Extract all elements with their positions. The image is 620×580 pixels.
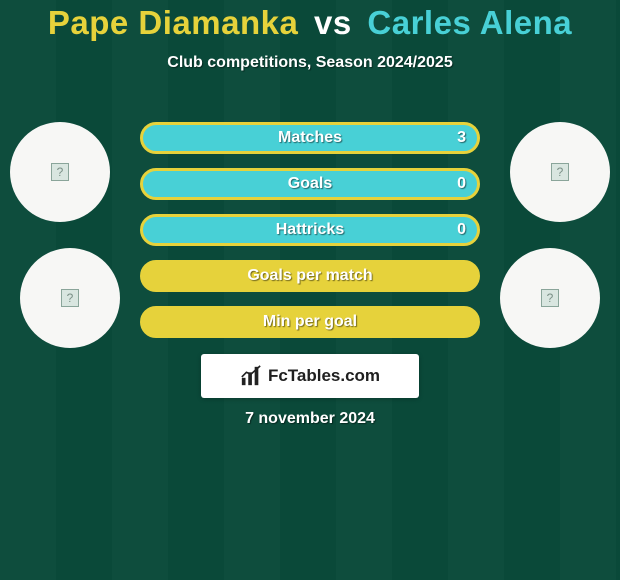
team2-badge: ? [500, 248, 600, 348]
player2-name: Carles Alena [367, 4, 572, 41]
brand-text: FcTables.com [268, 366, 380, 386]
stat-row: Goals per match [140, 260, 480, 292]
stat-label: Matches [278, 129, 342, 147]
stat-label: Hattricks [276, 221, 344, 239]
stat-label: Goals [288, 175, 332, 193]
image-placeholder-icon: ? [541, 289, 559, 307]
comparison-title: Pape Diamanka vs Carles Alena [0, 0, 620, 42]
image-placeholder-icon: ? [51, 163, 69, 181]
image-placeholder-icon: ? [61, 289, 79, 307]
image-placeholder-icon: ? [551, 163, 569, 181]
subtitle: Club competitions, Season 2024/2025 [0, 54, 620, 72]
stat-rows: Matches 3 Goals 0 Hattricks 0 Goals per match M… [140, 122, 480, 352]
stat-label: Min per goal [263, 313, 357, 331]
team1-badge: ? [20, 248, 120, 348]
stat-row: Matches 3 [140, 122, 480, 154]
player2-avatar: ? [510, 122, 610, 222]
stat-row: Goals 0 [140, 168, 480, 200]
stat-row: Hattricks 0 [140, 214, 480, 246]
vs-label: vs [314, 4, 352, 41]
stat-value-p2: 0 [457, 214, 466, 246]
player1-avatar: ? [10, 122, 110, 222]
stat-value-p2: 0 [457, 168, 466, 200]
player1-name: Pape Diamanka [48, 4, 298, 41]
stat-value-p2: 3 [457, 122, 466, 154]
stat-label: Goals per match [247, 267, 372, 285]
brand-box: FcTables.com [201, 354, 419, 398]
stat-row: Min per goal [140, 306, 480, 338]
date-text: 7 november 2024 [0, 410, 620, 428]
barchart-icon [240, 365, 262, 387]
